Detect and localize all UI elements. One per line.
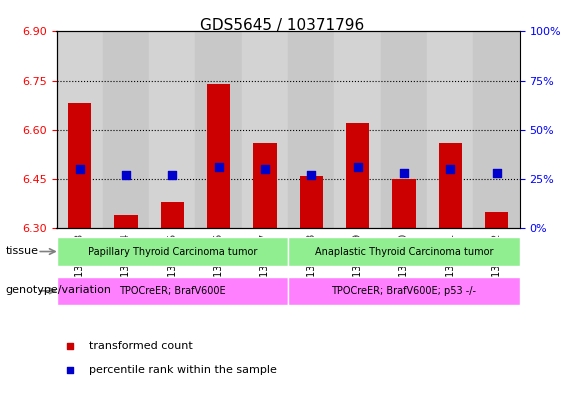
Bar bbox=[56, 277, 288, 305]
Bar bbox=[149, 31, 195, 228]
Point bbox=[121, 172, 131, 178]
Bar bbox=[161, 202, 184, 228]
Bar bbox=[68, 103, 92, 228]
Text: percentile rank within the sample: percentile rank within the sample bbox=[89, 365, 277, 375]
Bar bbox=[299, 176, 323, 228]
Text: Papillary Thyroid Carcinoma tumor: Papillary Thyroid Carcinoma tumor bbox=[88, 246, 257, 257]
Bar bbox=[334, 31, 381, 228]
Point bbox=[492, 170, 501, 176]
Bar bbox=[103, 31, 149, 228]
Bar bbox=[207, 84, 231, 228]
Bar bbox=[381, 31, 427, 228]
Text: GDS5645 / 10371796: GDS5645 / 10371796 bbox=[201, 18, 364, 33]
Text: tissue: tissue bbox=[6, 246, 38, 256]
Text: transformed count: transformed count bbox=[89, 340, 193, 351]
Point bbox=[307, 172, 316, 178]
Bar bbox=[195, 31, 242, 228]
Bar bbox=[288, 237, 520, 266]
Point bbox=[75, 166, 84, 172]
Bar bbox=[438, 143, 462, 228]
Bar bbox=[253, 143, 277, 228]
Bar bbox=[242, 31, 288, 228]
Point bbox=[353, 164, 362, 170]
Bar bbox=[56, 237, 288, 266]
Text: Anaplastic Thyroid Carcinoma tumor: Anaplastic Thyroid Carcinoma tumor bbox=[315, 246, 493, 257]
Point bbox=[410, 215, 419, 221]
Bar bbox=[346, 123, 370, 228]
Point bbox=[446, 166, 455, 172]
Text: TPOCreER; BrafV600E; p53 -/-: TPOCreER; BrafV600E; p53 -/- bbox=[332, 286, 476, 296]
Point bbox=[214, 164, 223, 170]
Bar bbox=[56, 31, 103, 228]
Bar bbox=[392, 179, 415, 228]
Point bbox=[410, 0, 419, 1]
Bar bbox=[427, 31, 473, 228]
Bar bbox=[114, 215, 137, 228]
Bar bbox=[473, 31, 520, 228]
Point bbox=[399, 170, 408, 176]
Point bbox=[168, 172, 177, 178]
Bar bbox=[288, 277, 520, 305]
Point bbox=[260, 166, 270, 172]
Text: genotype/variation: genotype/variation bbox=[6, 285, 112, 295]
Bar bbox=[288, 31, 334, 228]
Bar bbox=[485, 211, 508, 228]
Text: TPOCreER; BrafV600E: TPOCreER; BrafV600E bbox=[119, 286, 225, 296]
